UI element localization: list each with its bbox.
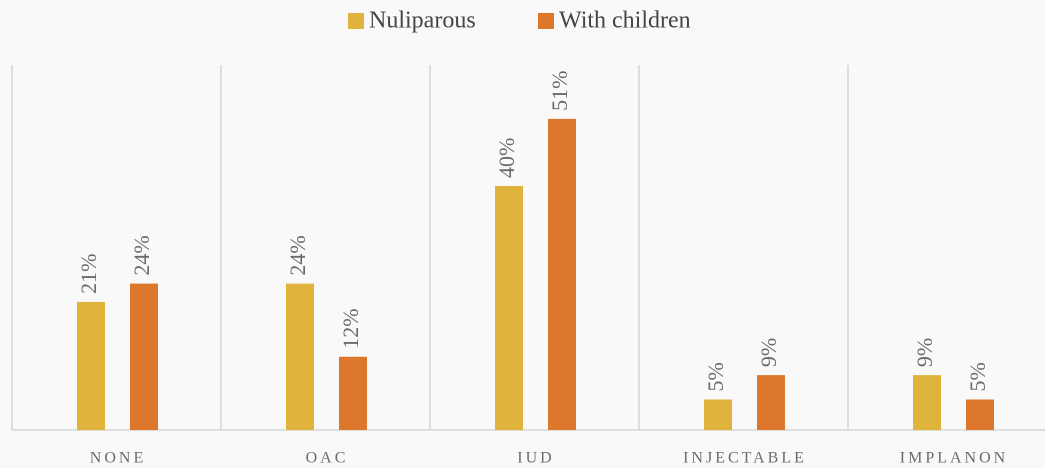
- legend-label: With children: [559, 8, 691, 34]
- data-label: 9%: [912, 338, 937, 367]
- data-label: 5%: [965, 362, 990, 391]
- data-label: 51%: [547, 71, 572, 111]
- bar: [77, 301, 105, 430]
- data-label: 9%: [756, 338, 781, 367]
- x-tick-label: NONE: [90, 450, 146, 467]
- bar: [339, 356, 367, 430]
- bar: [913, 375, 941, 430]
- bar: [704, 399, 732, 430]
- x-tick-label: OAC: [306, 450, 349, 467]
- x-tick-label: IMPLANON: [900, 450, 1008, 467]
- data-label: 5%: [703, 362, 728, 391]
- data-label: 12%: [338, 308, 363, 348]
- bar: [130, 283, 158, 430]
- legend-label: Nuliparous: [369, 8, 476, 34]
- bar: [757, 375, 785, 430]
- data-label: 40%: [494, 138, 519, 178]
- x-tick-label: IUD: [517, 450, 554, 467]
- data-label: 24%: [285, 235, 310, 275]
- data-label: 21%: [76, 254, 101, 294]
- legend-swatch: [348, 13, 364, 29]
- data-label: 24%: [129, 235, 154, 275]
- bar: [495, 186, 523, 430]
- bar: [548, 118, 576, 431]
- x-tick-label: INJECTABLE: [683, 450, 807, 467]
- bar: [966, 399, 994, 430]
- legend-swatch: [538, 13, 554, 29]
- bar: [286, 283, 314, 430]
